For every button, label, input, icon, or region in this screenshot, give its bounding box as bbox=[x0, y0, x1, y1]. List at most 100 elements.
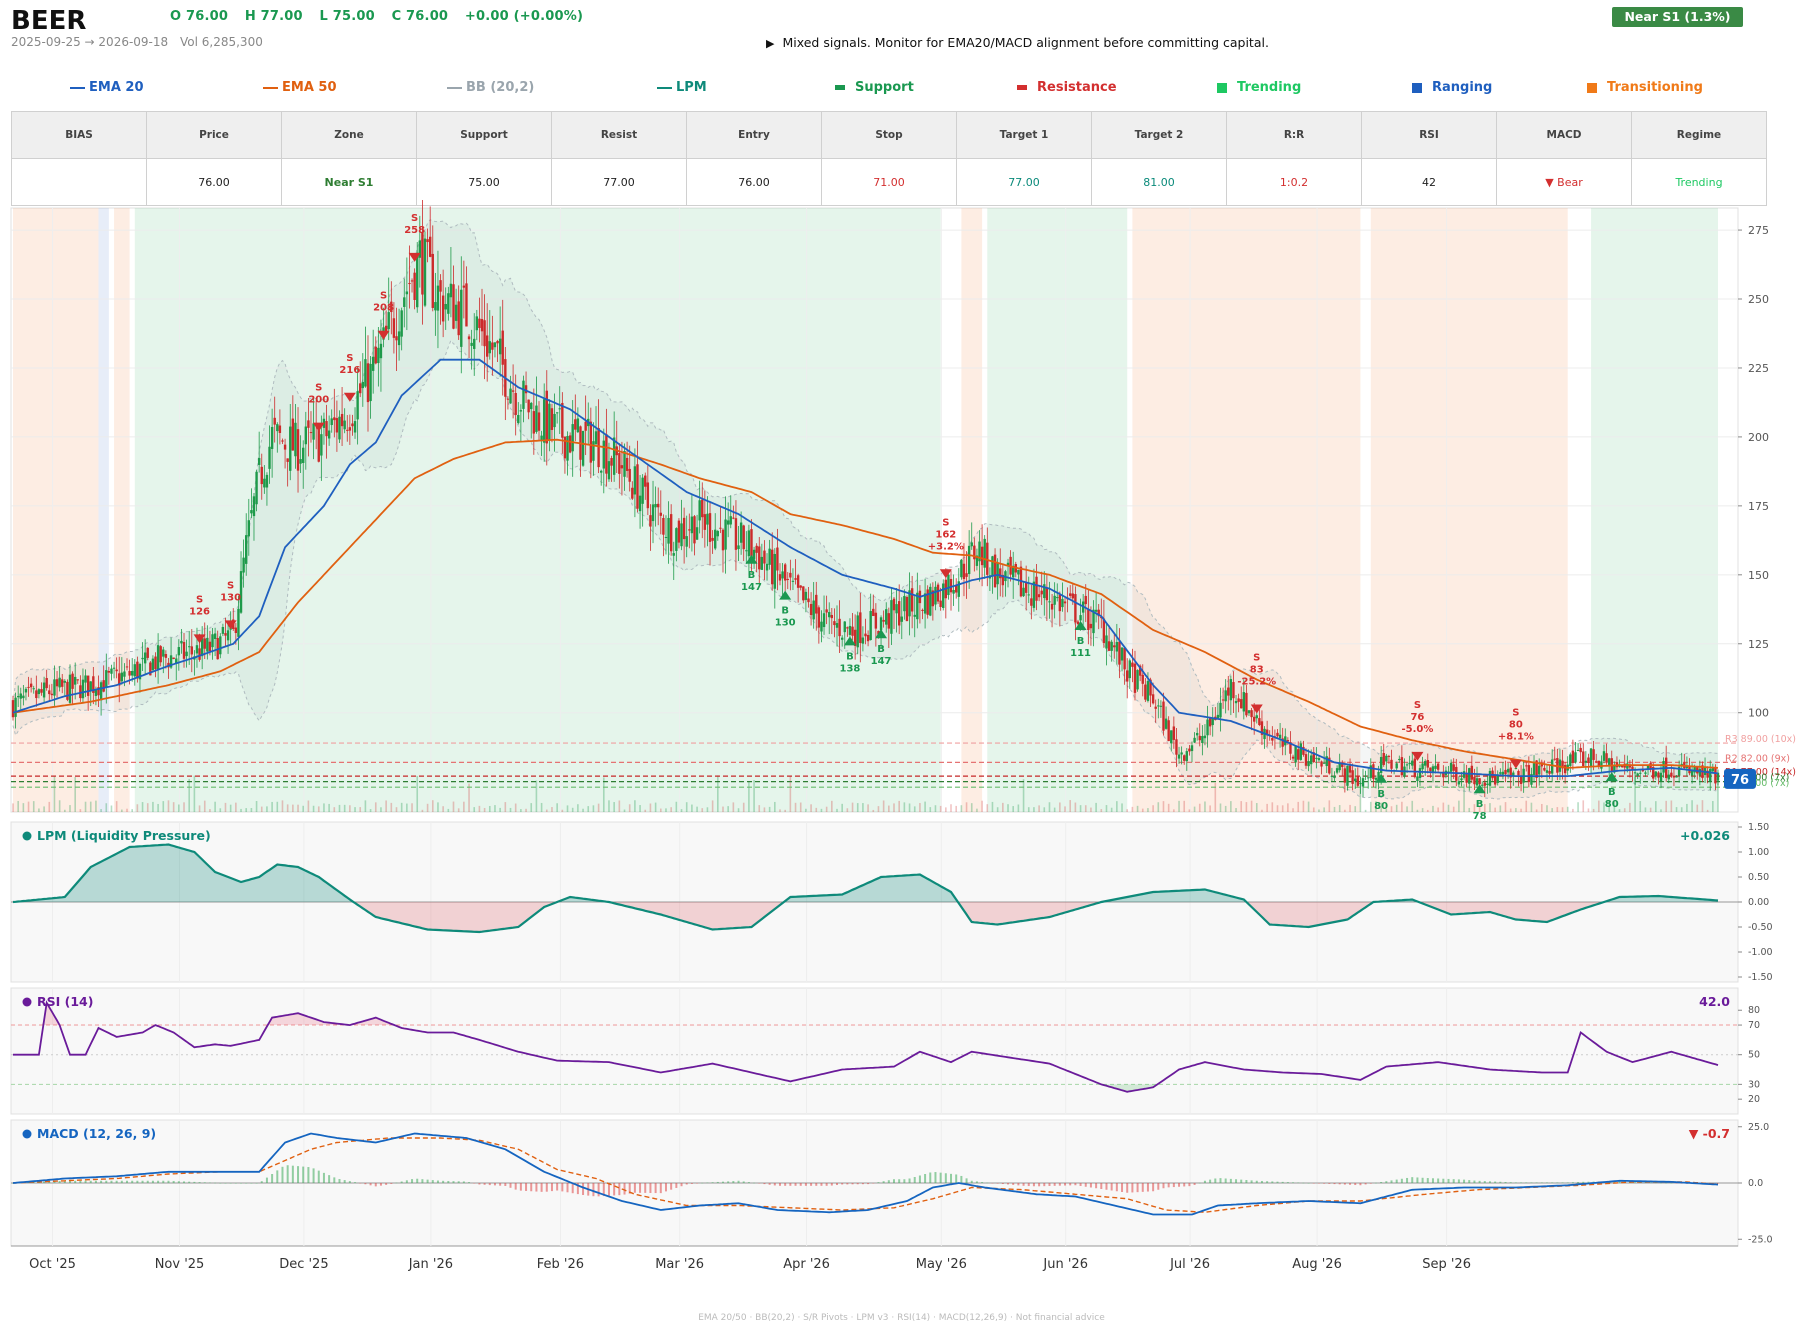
candle-body bbox=[141, 657, 144, 660]
volume-bar bbox=[535, 780, 538, 812]
macd-histogram-bar bbox=[1064, 1183, 1067, 1186]
buy-label: B bbox=[877, 644, 885, 655]
candle-body bbox=[1579, 747, 1582, 753]
macd-histogram-bar bbox=[338, 1179, 341, 1183]
candle-body bbox=[273, 417, 276, 425]
candle-body bbox=[1716, 772, 1720, 781]
volume-bar bbox=[1059, 802, 1061, 812]
col-header-resist: Resist bbox=[551, 111, 687, 159]
candle-body bbox=[620, 465, 624, 469]
candle-body bbox=[589, 421, 593, 463]
volume-bar bbox=[478, 805, 481, 812]
volume-bar bbox=[250, 807, 253, 812]
macd-histogram-bar bbox=[1561, 1182, 1564, 1183]
candle-body bbox=[825, 609, 828, 613]
macd-histogram-bar bbox=[758, 1183, 761, 1184]
volume-bar bbox=[903, 802, 906, 812]
volume-bar bbox=[945, 807, 947, 812]
candle-body bbox=[403, 297, 406, 307]
candle-body bbox=[882, 619, 885, 622]
volume-bar bbox=[1639, 801, 1642, 812]
candle-body bbox=[1667, 774, 1670, 780]
candle-body bbox=[900, 616, 903, 622]
macd-histogram-bar bbox=[903, 1179, 906, 1183]
rsi-tick-label: 70 bbox=[1748, 1020, 1760, 1031]
volume-bar bbox=[240, 808, 242, 812]
volume-bar bbox=[1706, 809, 1709, 812]
volume-bar bbox=[162, 801, 165, 812]
candle-body bbox=[1571, 750, 1575, 763]
candle-body bbox=[773, 553, 777, 589]
candle-body bbox=[942, 583, 945, 608]
candle-body bbox=[1600, 761, 1603, 769]
candle-body bbox=[1141, 674, 1144, 684]
macd-histogram-bar bbox=[1520, 1182, 1523, 1183]
candle-body bbox=[1291, 756, 1295, 759]
candle-body bbox=[680, 523, 683, 547]
legend-label: EMA 50 bbox=[282, 80, 337, 95]
metrics-value-row: NEUTRAL 76.00 Near S1 75.00 77.00 76.00 71.00 7… bbox=[11, 158, 1767, 206]
chart-canvas[interactable]: 100 125 150 175 200 225 250 275 Oct '25 Nov '25 De… bbox=[0, 200, 1803, 1310]
macd-histogram-bar bbox=[1302, 1182, 1305, 1184]
volume-bar bbox=[613, 802, 615, 812]
macd-histogram-bar bbox=[1110, 1183, 1113, 1191]
candle-body bbox=[975, 555, 979, 566]
candle-body bbox=[799, 585, 802, 588]
volume-bar bbox=[551, 807, 553, 812]
candle-body bbox=[771, 549, 774, 585]
x-tick-label: Sep '26 bbox=[1422, 1257, 1471, 1272]
sell-marker bbox=[408, 252, 421, 262]
volume-bar bbox=[105, 803, 108, 812]
candle-body bbox=[1309, 755, 1313, 765]
volume-bar bbox=[758, 805, 761, 812]
volume-bar bbox=[1535, 809, 1538, 812]
candle-body bbox=[1053, 595, 1056, 605]
volume-bar bbox=[1660, 809, 1662, 812]
candle-body bbox=[1343, 768, 1347, 783]
volume-bar bbox=[696, 806, 698, 812]
candle-body bbox=[1252, 716, 1256, 722]
candle-body bbox=[1322, 762, 1326, 764]
volume-bar bbox=[416, 775, 419, 812]
volume-bar bbox=[203, 800, 206, 812]
rsi-tick-label: 50 bbox=[1748, 1050, 1760, 1061]
volume-bar bbox=[1002, 802, 1004, 812]
volume-bar bbox=[1691, 800, 1693, 812]
macd-histogram-bar bbox=[1271, 1181, 1274, 1183]
volume-bar bbox=[1126, 809, 1129, 812]
x-tick-label: Jan '26 bbox=[408, 1257, 453, 1272]
macd-histogram-bar bbox=[488, 1183, 491, 1186]
macd-signal-line bbox=[12, 1137, 1719, 1214]
candle-body bbox=[804, 591, 808, 600]
volume-bar bbox=[706, 807, 709, 812]
macd-histogram-bar bbox=[929, 1172, 932, 1183]
macd-histogram-bar bbox=[1571, 1182, 1574, 1183]
macd-histogram-bar bbox=[753, 1182, 756, 1184]
candle-body bbox=[247, 520, 250, 537]
volume-bar bbox=[789, 775, 792, 812]
macd-histogram-bar bbox=[815, 1183, 818, 1186]
lpm-tick-label: -1.50 bbox=[1748, 972, 1773, 983]
macd-histogram-bar bbox=[1540, 1182, 1543, 1183]
candle-body bbox=[371, 356, 375, 371]
sell-pct: -25.2% bbox=[1237, 676, 1276, 687]
candle-body bbox=[1620, 765, 1624, 768]
candle-body bbox=[423, 238, 427, 306]
col-header-support: Support bbox=[416, 111, 552, 159]
col-header-zone: Zone bbox=[281, 111, 417, 159]
volume-bar bbox=[198, 805, 201, 812]
col-header-r-r: R:R bbox=[1226, 111, 1362, 159]
volume-bar bbox=[281, 800, 284, 812]
macd-histogram-bar bbox=[354, 1182, 357, 1183]
candle-body bbox=[690, 516, 694, 534]
candle-body bbox=[752, 549, 756, 560]
macd-histogram-bar bbox=[302, 1166, 305, 1183]
candle-body bbox=[688, 529, 691, 531]
cell-r-r: 1:0.2 bbox=[1226, 158, 1362, 206]
macd-histogram-bar bbox=[1292, 1182, 1295, 1183]
volume-bar bbox=[934, 805, 937, 812]
volume-bar bbox=[1090, 807, 1092, 812]
macd-histogram-bar bbox=[696, 1183, 699, 1184]
volume-bar bbox=[209, 809, 211, 812]
candle-body bbox=[1481, 784, 1484, 786]
